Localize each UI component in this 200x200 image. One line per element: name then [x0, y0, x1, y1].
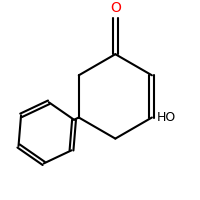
Text: HO: HO [157, 111, 176, 124]
Text: O: O [110, 1, 121, 15]
